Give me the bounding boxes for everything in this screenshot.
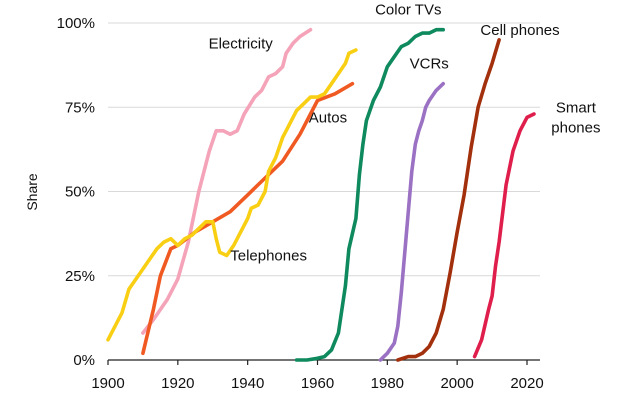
x-tick-label: 1960 [301,375,334,392]
series-label: Autos [309,109,347,126]
series-line-autos [141,81,355,356]
y-axis-label: Share [24,173,40,211]
series-line-electricity [141,27,313,335]
series-line-color-tvs [294,27,445,362]
y-tick-label: 0% [73,352,95,369]
axes: 0% 25% 50% 75% 100% 1900 1920 1940 1960 1980 2000 2… [57,15,544,392]
grid [108,22,540,277]
series-label: Electricity [209,35,274,52]
x-tick-label: 1940 [231,375,264,392]
series-label: Cell phones [480,22,559,39]
series-line-vcrs [378,81,445,362]
series-label: VCRs [410,55,449,72]
series-layer [106,27,536,362]
x-tick-label: 1920 [161,375,194,392]
series-line-smart-phones [472,112,536,359]
y-tick-label: 50% [65,184,95,201]
x-tick-label: 1900 [91,375,124,392]
y-tick-label: 25% [65,268,95,285]
series-labels: Electricity Autos Telephones Color TVs VCRs C… [209,2,601,265]
x-tick-label: 1980 [371,375,404,392]
series-label: Smart [556,99,597,116]
series-label: phones [551,120,600,137]
y-tick-label: 75% [65,99,95,116]
series-line-telephones [106,48,358,342]
series-label: Telephones [230,248,307,265]
y-tick-label: 100% [57,15,95,32]
x-tick-label: 2000 [440,375,473,392]
series-line-cell-phones [396,38,501,362]
x-tick-label: 2020 [510,375,543,392]
series-label: Color TVs [375,2,441,19]
